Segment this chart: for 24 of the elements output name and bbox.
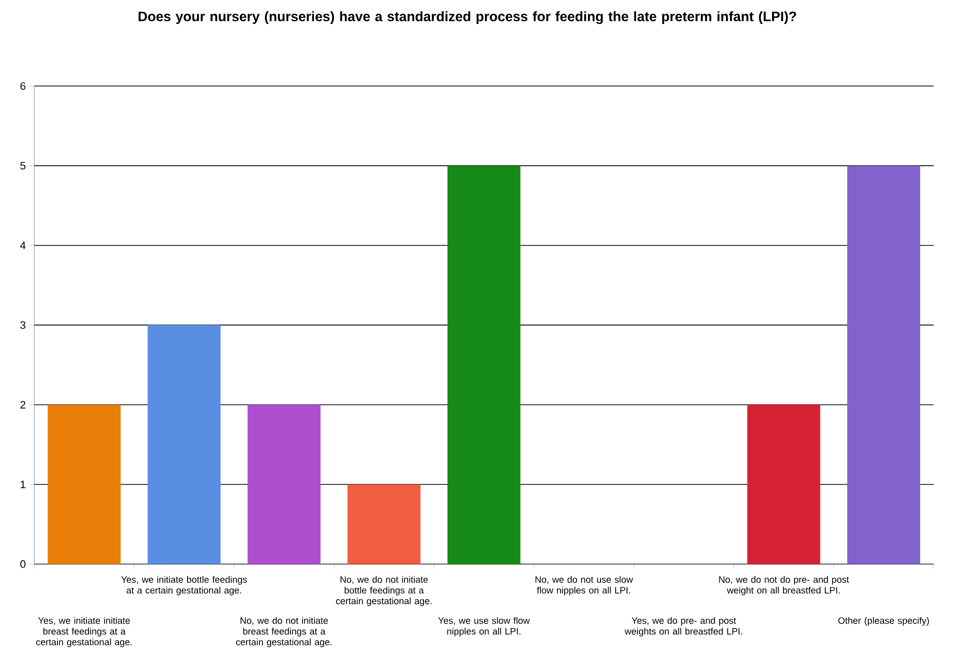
- chart-title: Does your nursery (nurseries) have a standardized process for feeding the late preterm infant (LPI)?: [138, 11, 796, 24]
- bar: [248, 404, 321, 564]
- x-tick-label: Other (please specify): [838, 617, 929, 626]
- y-tick-label: 1: [20, 480, 26, 488]
- bar: [447, 166, 520, 564]
- x-tick-label: Yes, we initiate initiate breast feedings at a certain gestational age.: [36, 617, 132, 648]
- x-tick-label: Yes, we do pre- and post weights on all breastfed LPI.: [624, 617, 742, 636]
- x-tick-label: Yes, we initiate bottle feedings at a certain gestational age.: [121, 576, 247, 596]
- bar: [48, 404, 121, 564]
- x-tick-label: Yes, we use slow flow nipples on all LPI.: [438, 617, 530, 636]
- y-tick-label: 0: [20, 560, 26, 568]
- x-tick-label: No, we do not initiate bottle feedings at a certain gestational age.: [336, 576, 432, 606]
- y-tick-label: 6: [20, 82, 26, 90]
- bar: [348, 484, 420, 564]
- bar: [847, 166, 920, 564]
- x-tick-label: No, we do not do pre- and post weight on all breastfed LPI.: [719, 576, 849, 596]
- y-tick-label: 4: [20, 242, 26, 250]
- y-tick-label: 3: [20, 321, 26, 329]
- y-tick-label: 2: [20, 401, 26, 408]
- bar: [747, 404, 820, 564]
- x-tick-label: No, we do not initiate breast feedings at a certain gestational age.: [236, 617, 332, 648]
- bar: [148, 325, 221, 564]
- x-tick-label: No, we do not use slow flow nipples on all LPI.: [536, 576, 633, 596]
- y-tick-label: 5: [20, 162, 26, 170]
